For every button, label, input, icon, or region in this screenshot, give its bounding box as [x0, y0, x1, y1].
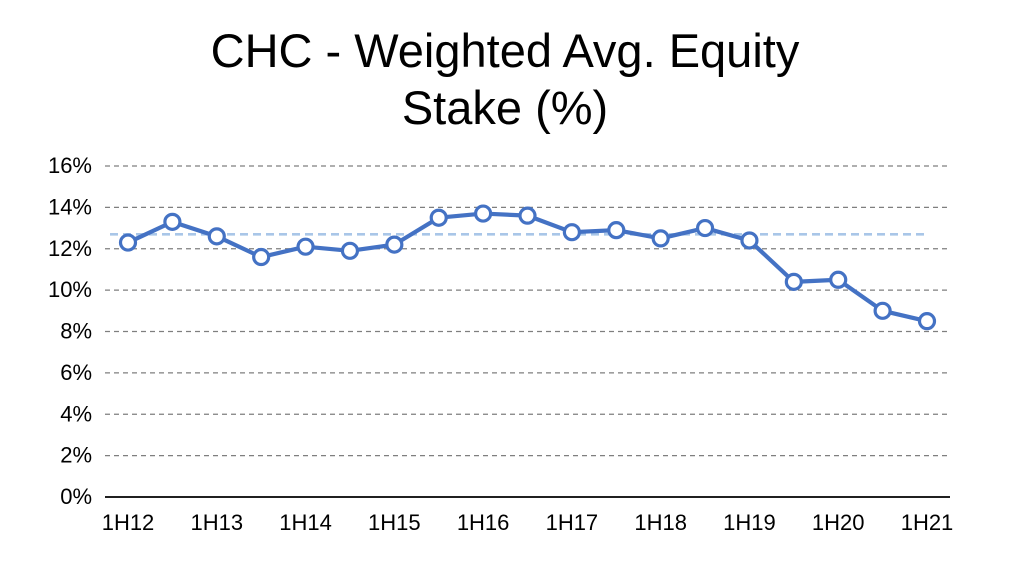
- y-tick-label: 4%: [60, 401, 92, 426]
- chart-title: CHC - Weighted Avg. Equity Stake (%): [0, 22, 1010, 136]
- x-tick-label: 1H14: [279, 510, 332, 535]
- data-point-marker: [207, 227, 226, 246]
- data-point-marker: [252, 247, 271, 267]
- data-point-marker: [518, 206, 537, 225]
- data-point-marker: [385, 235, 404, 254]
- data-point-marker: [474, 204, 493, 223]
- data-point-marker: [607, 221, 626, 240]
- x-tick-label: 1H15: [368, 510, 421, 535]
- series-line: [125, 211, 930, 324]
- data-point-marker: [784, 272, 803, 291]
- data-point-marker: [917, 312, 937, 331]
- x-tick-label: 1H20: [812, 510, 865, 535]
- x-tick-label: 1H16: [457, 510, 510, 535]
- data-point-marker: [296, 237, 315, 256]
- x-tick-label: 1H21: [901, 510, 954, 535]
- data-point-marker: [163, 212, 182, 231]
- x-tick-label: 1H13: [190, 510, 243, 535]
- y-tick-label: 8%: [60, 319, 92, 344]
- data-point-marker: [340, 241, 360, 260]
- y-tick-label: 14%: [48, 194, 92, 219]
- y-tick-label: 2%: [60, 443, 92, 468]
- chart-title-line-1: CHC - Weighted Avg. Equity: [210, 24, 800, 77]
- y-tick-label: 12%: [48, 236, 92, 261]
- data-point-marker: [651, 229, 670, 248]
- x-tick-label: 1H18: [634, 510, 687, 535]
- x-tick-label: 1H17: [546, 510, 599, 535]
- data-point-marker: [873, 301, 892, 320]
- y-tick-label: 16%: [48, 153, 92, 178]
- y-tick-label: 10%: [48, 277, 92, 302]
- data-point-marker: [829, 270, 848, 289]
- x-tick-label: 1H12: [102, 510, 155, 535]
- chart-title-line-2: Stake (%): [401, 81, 609, 134]
- data-point-marker: [562, 223, 581, 242]
- data-point-marker: [695, 218, 715, 238]
- data-point-marker: [740, 231, 759, 250]
- y-tick-label: 6%: [60, 360, 92, 385]
- x-tick-label: 1H19: [723, 510, 776, 535]
- y-tick-label: 0%: [60, 484, 92, 509]
- data-point-marker: [429, 208, 448, 227]
- data-point-marker: [118, 233, 138, 252]
